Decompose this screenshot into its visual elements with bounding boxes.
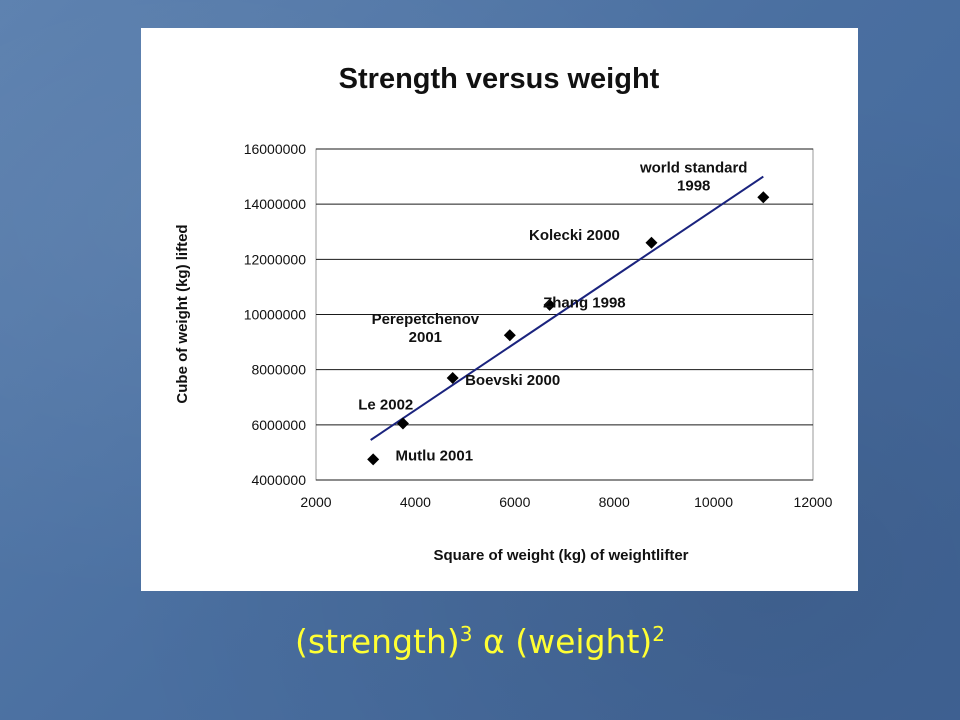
x-tick-label: 8000 (599, 494, 630, 510)
data-point (645, 236, 658, 249)
data-point (543, 298, 556, 311)
trendline-group (370, 175, 764, 441)
formula-caption: (strength)3 α (weight)2 (0, 622, 960, 661)
y-tick-label: 16000000 (244, 141, 307, 157)
data-point (396, 417, 409, 430)
y-tick-label: 6000000 (251, 417, 306, 433)
x-tick-label: 6000 (499, 494, 530, 510)
scatter-chart: Strength versus weight 4000000 6000000 800… (174, 63, 833, 564)
point-annotation: 2001 (409, 329, 442, 346)
chart-title: Strength versus weight (339, 63, 660, 95)
caption-exponent-3: 3 (459, 622, 473, 646)
data-point (446, 371, 459, 384)
data-points (367, 191, 770, 466)
data-point (503, 329, 516, 342)
point-annotation: Mutlu 2001 (396, 448, 474, 465)
y-tick-label: 8000000 (251, 362, 306, 378)
x-tick-label: 10000 (694, 494, 733, 510)
data-point (757, 191, 770, 204)
point-annotation: Perepetchenov (372, 311, 480, 328)
trendline (370, 175, 764, 441)
caption-strength: (strength) (295, 622, 460, 661)
caption-exponent-2: 2 (652, 622, 665, 646)
point-annotation: Kolecki 2000 (529, 227, 620, 244)
x-tick-label: 12000 (794, 494, 833, 510)
y-tick-label: 12000000 (244, 251, 307, 267)
caption-weight: (weight) (515, 622, 653, 661)
point-annotation: Le 2002 (358, 397, 413, 414)
x-axis-ticks: 2000 4000 6000 8000 10000 12000 (300, 494, 832, 510)
chart-panel: Strength versus weight 4000000 6000000 800… (141, 28, 858, 591)
x-axis-title: Square of weight (kg) of weightlifter (434, 547, 689, 564)
point-annotation: Boevski 2000 (465, 372, 560, 389)
point-annotation: 1998 (677, 177, 710, 194)
point-annotation: Zhang 1998 (543, 295, 626, 312)
caption-proportional-symbol: α (482, 622, 505, 661)
annotations: Mutlu 2001 Le 2002 Boevski 2000 Perepetchen… (358, 159, 747, 464)
data-point (367, 453, 380, 466)
y-tick-label: 10000000 (244, 307, 307, 323)
y-axis-title: Cube of weight (kg) lifted (174, 224, 191, 403)
y-axis-ticks: 4000000 6000000 8000000 10000000 12000000 140… (244, 141, 307, 488)
y-tick-label: 14000000 (244, 196, 307, 212)
point-annotation: world standard (639, 159, 748, 176)
x-tick-label: 2000 (300, 494, 331, 510)
y-tick-label: 4000000 (251, 472, 306, 488)
x-tick-label: 4000 (400, 494, 431, 510)
